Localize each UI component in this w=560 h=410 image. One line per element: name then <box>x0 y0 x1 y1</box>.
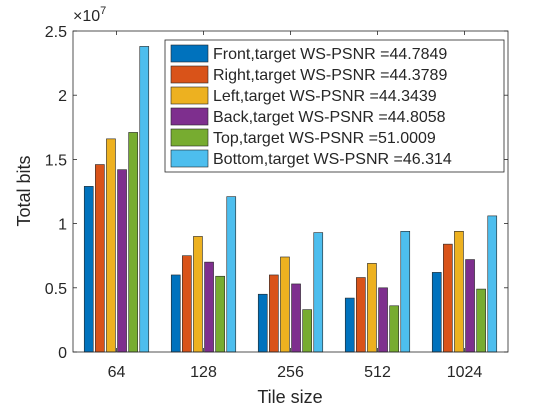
y-tick-label: 0 <box>58 345 67 362</box>
bar-5-256 <box>302 309 312 353</box>
legend-swatch <box>170 44 209 63</box>
x-axis-ticks: 64 128 256 512 1024 <box>108 31 483 381</box>
bar-2-256 <box>269 274 279 353</box>
bar-1-1024 <box>431 272 442 353</box>
bar-6-256 <box>313 232 324 353</box>
bar-6-128 <box>226 196 237 353</box>
x-tick-label: 256 <box>277 364 304 381</box>
bar-3-64 <box>106 138 116 353</box>
bar-6-1024 <box>487 215 498 353</box>
y-tick-label: 1 <box>58 217 67 234</box>
bar-2-1024 <box>443 243 453 353</box>
x-tick-label: 64 <box>108 364 126 381</box>
legend-swatch <box>170 149 209 168</box>
bar-5-128 <box>215 275 225 353</box>
y-tick-label: 1.5 <box>45 152 67 169</box>
bar-3-512 <box>367 263 377 353</box>
legend-label: Bottom,target WS-PSNR =46.314 <box>213 151 452 168</box>
legend-swatch <box>170 65 209 84</box>
bar-1-256 <box>257 293 268 353</box>
bar-3-1024 <box>454 231 464 353</box>
bar-5-1024 <box>476 288 486 353</box>
legend-label: Left,target WS-PSNR =44.3439 <box>213 88 437 105</box>
y-tick-label: 0.5 <box>45 281 67 298</box>
bar-3-256 <box>280 256 290 353</box>
legend: Front,target WS-PSNR =44.7849 Right,targe… <box>164 39 505 173</box>
bar-5-512 <box>389 305 399 353</box>
bar-4-64 <box>117 169 127 353</box>
bar-4-1024 <box>465 259 475 353</box>
bar-6-64 <box>139 46 150 353</box>
x-tick-label: 512 <box>364 364 391 381</box>
y-tick-label: 2 <box>58 88 67 105</box>
y-exponent-power: 7 <box>100 5 106 17</box>
y-axis-ticks: 0 0.5 1 1.5 2 2.5 <box>45 24 508 362</box>
bar-1-128 <box>170 274 181 353</box>
bar-4-256 <box>291 283 301 353</box>
legend-label: Top,target WS-PSNR =51.0009 <box>213 130 436 147</box>
bar-5-64 <box>128 132 138 353</box>
bar-2-128 <box>182 255 192 353</box>
legend-swatch <box>170 128 209 147</box>
bar-6-512 <box>400 231 411 353</box>
bar-2-64 <box>95 164 105 353</box>
y-axis-label: Total bits <box>14 155 34 226</box>
legend-label: Back,target WS-PSNR =44.8058 <box>213 109 446 126</box>
legend-box <box>164 39 505 173</box>
bar-1-512 <box>344 297 355 353</box>
bar-1-64 <box>83 186 94 353</box>
legend-swatch <box>170 86 209 105</box>
y-tick-label: 2.5 <box>45 24 67 41</box>
x-tick-label: 128 <box>190 364 217 381</box>
legend-label: Right,target WS-PSNR =44.3789 <box>213 67 447 84</box>
legend-label: Front,target WS-PSNR =44.7849 <box>213 46 447 63</box>
bar-2-512 <box>356 277 366 353</box>
x-tick-label: 1024 <box>447 364 483 381</box>
x-axis-label: Tile size <box>257 387 322 407</box>
legend-swatch <box>170 107 209 126</box>
bar-3-128 <box>193 236 203 353</box>
bar-4-512 <box>378 287 388 353</box>
bar-4-128 <box>204 261 214 353</box>
y-exponent-label: ×107 <box>73 5 106 25</box>
